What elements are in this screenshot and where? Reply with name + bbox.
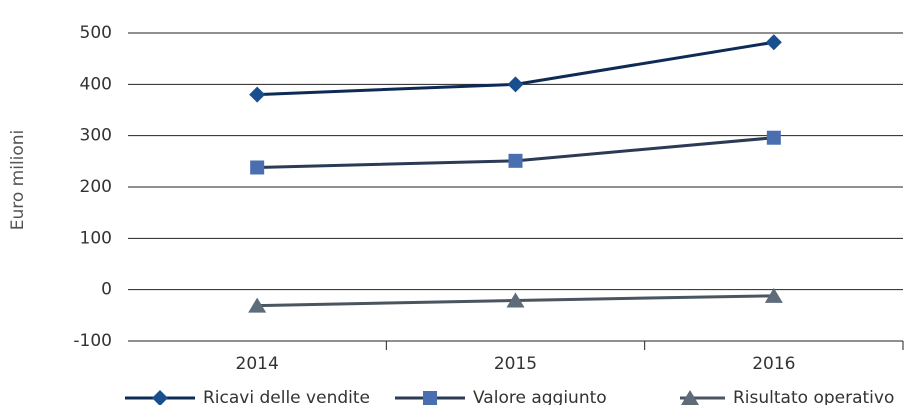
data-point — [250, 160, 265, 175]
data-point — [248, 297, 267, 313]
x-tick-label: 2014 — [236, 354, 279, 374]
y-tick-label: 0 — [101, 280, 112, 300]
y-tick-label: 100 — [80, 228, 112, 248]
data-point — [249, 86, 266, 103]
y-tick-label: -100 — [73, 331, 112, 351]
data-point — [506, 292, 525, 308]
data-point — [508, 153, 523, 168]
y-axis-title: Euro milioni — [8, 130, 28, 231]
legend-marker — [152, 390, 168, 405]
data-point — [507, 76, 524, 93]
y-tick-label: 400 — [80, 74, 112, 94]
data-point — [764, 287, 783, 303]
legend-label: Risultato operativo — [733, 388, 894, 405]
legend-label: Valore aggiunto — [473, 388, 607, 405]
legend-marker — [681, 390, 699, 405]
y-tick-label: 500 — [80, 23, 112, 43]
data-point — [765, 34, 782, 51]
x-tick-label: 2016 — [752, 354, 795, 374]
legend-marker — [423, 391, 437, 405]
y-tick-label: 200 — [80, 177, 112, 197]
legend-label: Ricavi delle vendite — [203, 388, 370, 405]
data-point — [766, 130, 781, 145]
y-tick-label: 300 — [80, 126, 112, 146]
x-tick-label: 2015 — [494, 354, 537, 374]
